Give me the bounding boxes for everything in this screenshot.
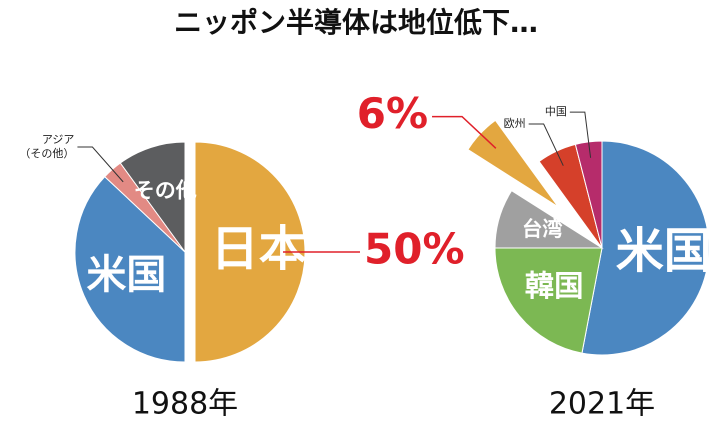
page-title: ニッポン半導体は地位低下… [174, 6, 538, 39]
slice-label: その他 [134, 178, 197, 202]
leader-line [77, 146, 124, 183]
year-label: 2021年 [549, 387, 655, 422]
pie-slice [494, 247, 603, 354]
pie-slice [119, 141, 186, 254]
slice-label: 米国 [616, 223, 712, 279]
category-label: 欧州 [504, 117, 526, 130]
value-label: 6% [357, 89, 428, 138]
leader-line [569, 111, 592, 158]
category-label: アジア（その他） [19, 133, 74, 160]
slice-label: 台湾 [522, 217, 563, 241]
pie-slice [581, 140, 710, 356]
pie-slice [74, 175, 186, 363]
slice-label: 韓国 [525, 269, 584, 303]
leader-line [528, 123, 564, 166]
pie-slice [494, 189, 604, 249]
slice-label: 米国 [87, 252, 167, 298]
value-label: 50% [364, 225, 465, 274]
category-label: 中国 [545, 105, 567, 118]
year-label: 1988年 [132, 387, 238, 422]
slice-label: 日本 [211, 221, 307, 277]
value-leader [432, 115, 497, 149]
